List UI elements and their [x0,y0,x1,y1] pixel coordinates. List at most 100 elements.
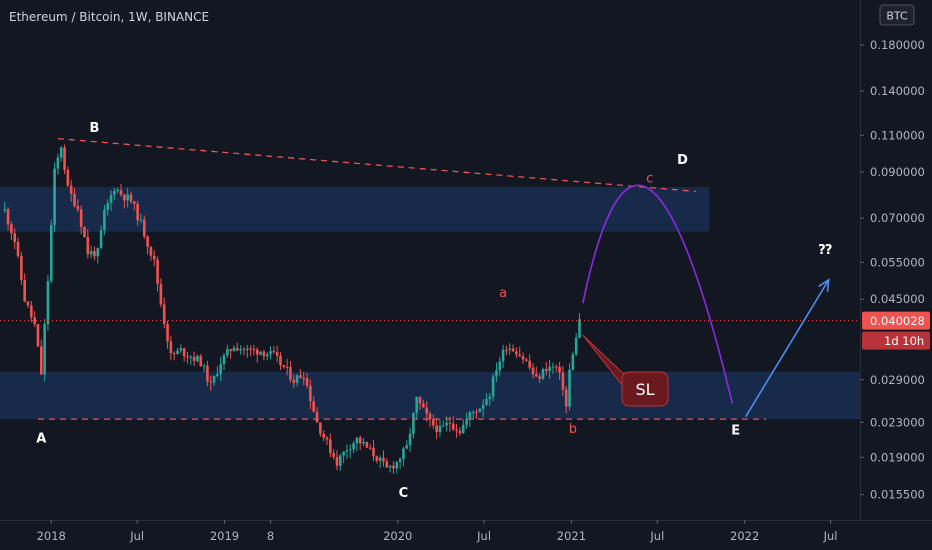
candle-body [578,319,581,338]
candle-body [554,366,558,368]
candle-body [49,225,53,282]
candle-body [103,209,106,231]
candle-body [495,370,498,377]
candle-body [511,348,515,352]
y-tick-label: 0.015500 [870,488,925,502]
candle-body [392,465,395,469]
candle-body [382,457,385,462]
candle-body [568,369,571,407]
x-tick-label: 2020 [383,529,412,543]
candle-body [142,219,146,237]
candle-body [535,374,538,377]
current-price-tag [862,311,930,330]
wave-label: ⁇ [819,243,832,258]
candle-body [182,348,186,357]
candle-body [358,437,362,444]
candle-body [435,425,438,433]
x-tick-label: Jul [823,529,838,543]
candle-body [292,379,296,383]
candle-body [30,305,33,318]
candle-body [119,189,123,195]
candle-body [63,147,66,170]
candle-body [239,349,242,351]
candle-body [531,367,535,375]
candle-body [179,348,183,351]
candle-body [335,457,339,466]
candle-body [53,168,56,226]
candle-body [236,347,239,351]
candle-body [129,194,133,202]
arrow-head-icon [818,278,830,292]
candle-body [252,349,256,351]
x-tick-label: 2022 [730,529,759,543]
candle-body [209,381,213,383]
candle-body [471,411,475,413]
x-tick-label: Jul [476,529,491,543]
candle-body [16,241,20,256]
x-tick-label: 2019 [210,529,239,543]
symbol-title: Ethereum / Bitcoin, 1W, BINANCE [9,10,210,24]
y-tick-label: 0.019000 [870,450,925,464]
candle-body [106,202,110,210]
candle-body [255,349,259,355]
candle-body [229,349,232,352]
x-tick-label: Jul [129,529,144,543]
candle-body [242,349,246,351]
candle-body [113,190,116,195]
candle-body [93,251,96,257]
candle-body [425,407,428,414]
y-tick-label: 0.090000 [870,165,925,179]
wave-label: A [36,431,46,446]
candle-body [69,185,73,194]
candle-body [561,372,565,390]
candle-body [46,281,50,325]
candle-body [59,147,63,158]
candle-body [528,360,531,368]
candle-body [544,368,548,372]
candle-body [541,368,545,379]
x-tick-label: 2021 [557,529,586,543]
candle-body [189,356,193,358]
stop-loss-box [621,371,669,407]
candle-body [315,411,319,423]
candle-body [405,445,409,449]
candle-body [548,366,551,372]
candle-body [272,351,276,353]
y-tick-label: 0.140000 [870,84,925,98]
candle-body [186,356,189,358]
candle-body [501,349,505,362]
candle-body [275,352,279,356]
candle-body [498,361,502,371]
candle-body [99,230,103,249]
countdown-tag [862,331,930,350]
candle-body [26,301,30,306]
candle-body [202,365,206,367]
x-tick-label: 2018 [37,529,66,543]
candle-body [109,194,113,203]
support-resistance-zone [0,371,861,420]
candle-body [295,375,299,383]
candle-body [222,355,226,365]
candle-body [385,461,389,468]
candle-body [169,341,173,354]
candle-body [126,194,129,201]
candle-body [149,246,153,256]
candle-body [302,378,306,380]
candle-body [245,348,249,350]
candle-body [279,355,282,366]
candle-body [86,237,90,255]
candle-body [332,453,335,458]
candle-body [571,354,575,370]
candle-body [551,366,555,368]
candle-body [478,408,482,413]
candle-body [20,255,23,281]
candle-body [269,351,272,355]
candle-body [212,375,216,383]
candle-body [10,224,13,234]
y-tick-label: 0.055000 [870,255,925,269]
candle-body [525,359,528,361]
candle-body [345,450,349,452]
candle-body [199,356,203,366]
